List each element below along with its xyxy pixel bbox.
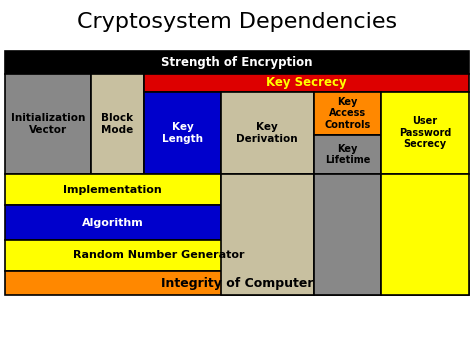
Bar [314,92,381,135]
Bar [221,92,314,174]
Text: Key Secrecy: Key Secrecy [266,76,347,89]
Text: Initialization
Vector: Initialization Vector [10,113,85,135]
Bar [314,135,381,174]
Text: Integrity of Computer: Integrity of Computer [161,277,313,290]
Bar [5,174,221,205]
Bar [91,74,144,174]
Text: Key
Lifetime: Key Lifetime [325,144,370,165]
Text: Key
Access
Controls: Key Access Controls [324,97,371,130]
Bar [5,240,314,271]
Text: Block
Mode: Block Mode [101,113,134,135]
Bar [381,92,469,174]
Bar [381,174,469,295]
Text: Key
Derivation: Key Derivation [237,122,298,144]
Text: Key
Length: Key Length [162,122,203,144]
Bar [5,51,469,74]
Text: Algorithm: Algorithm [82,218,144,228]
Text: Cryptosystem Dependencies: Cryptosystem Dependencies [77,12,397,32]
Bar [144,74,469,92]
Bar [5,74,91,174]
Bar [5,205,221,240]
Bar [5,271,469,295]
Bar [144,92,221,174]
Text: Random Number Generator: Random Number Generator [73,251,245,261]
Bar [314,174,381,295]
Text: User
Password
Secrecy: User Password Secrecy [399,116,451,149]
Bar [221,174,314,295]
Text: Implementation: Implementation [64,185,162,195]
Text: Strength of Encryption: Strength of Encryption [161,56,313,69]
